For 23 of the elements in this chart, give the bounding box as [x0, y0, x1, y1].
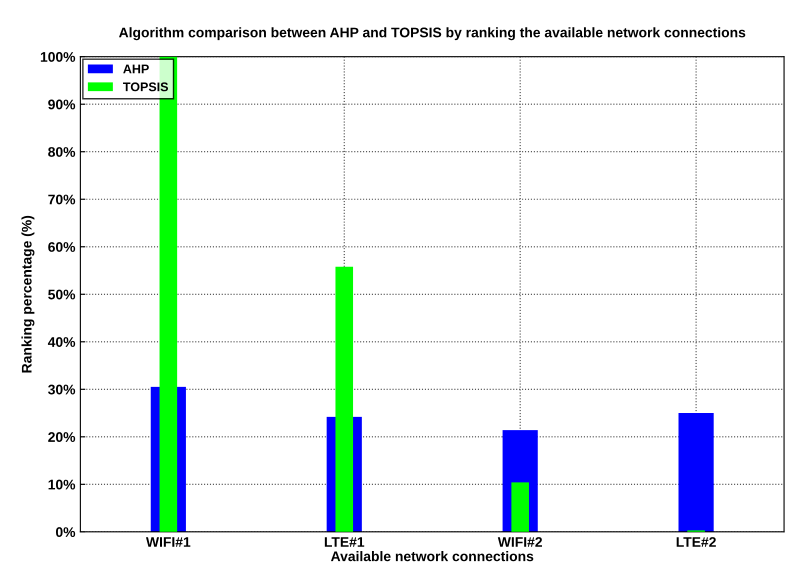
bar	[511, 482, 529, 532]
y-tick-label: 60%	[48, 242, 76, 252]
bar	[678, 413, 714, 532]
legend-label: AHP	[123, 64, 149, 74]
y-tick-label: 20%	[48, 432, 76, 442]
y-tick-label: 30%	[48, 384, 76, 394]
x-tick-label: WIFI#1	[146, 537, 190, 547]
y-tick-label: 100%	[40, 52, 76, 62]
bar	[335, 266, 354, 532]
legend-label: TOPSIS	[123, 82, 168, 92]
y-tick-label: 0%	[56, 527, 76, 538]
x-axis-title: Available network connections	[330, 551, 534, 562]
y-tick-label: 80%	[48, 147, 76, 157]
x-tick-label: LTE#1	[324, 537, 364, 547]
y-axis-title: Ranking percentage (%)	[21, 216, 34, 372]
y-tick-label: 70%	[48, 194, 76, 204]
x-tick-label: LTE#2	[676, 537, 716, 547]
x-tick-label: WIFI#2	[498, 537, 542, 547]
y-tick-label: 40%	[48, 337, 76, 347]
y-tick-label: 90%	[48, 100, 76, 110]
y-tick-label: 50%	[48, 290, 76, 300]
y-tick-label: 10%	[48, 480, 76, 490]
chart-title: Algorithm comparison between AHP and TOPSIS by ranking the available network connections	[118, 27, 746, 40]
